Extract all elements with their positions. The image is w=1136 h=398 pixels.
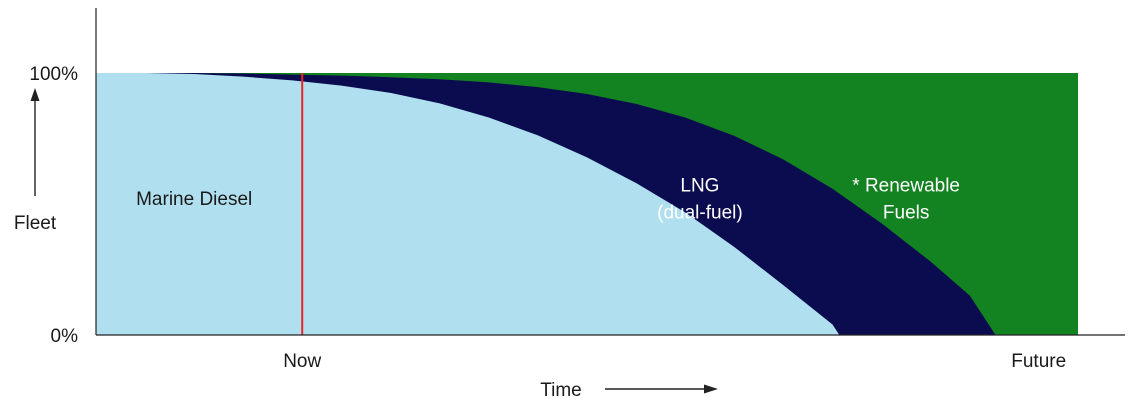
area-label-renewable-fuels-line-2: Fuels <box>883 202 929 223</box>
area-label-lng-dual-fuel-line-1: LNG <box>680 175 719 196</box>
axes <box>95 8 1125 336</box>
area-label-marine-diesel: Marine Diesel <box>136 189 252 210</box>
x-axis-title-group: Time <box>540 380 718 398</box>
area-label-renewable-fuels-line-1: * Renewable <box>852 175 960 196</box>
area-labels: Marine Diesel LNG (dual-fuel) * Renewable Fu… <box>136 175 960 223</box>
y-axis-arrow-head <box>30 88 40 101</box>
area-layers <box>96 73 1078 335</box>
x-tick-label: Future <box>1011 351 1066 372</box>
area-label-lng-dual-fuel-line-2: (dual-fuel) <box>657 202 743 223</box>
y-axis-label: Fleet <box>14 213 57 234</box>
x-axis-arrow-head <box>704 384 718 394</box>
x-axis-label: Time <box>540 380 582 398</box>
x-tick-label: Now <box>283 351 321 372</box>
y-tick-label: 0% <box>51 326 79 347</box>
y-axis-title-group: Fleet <box>14 88 57 234</box>
area-marine-diesel <box>96 73 840 335</box>
tick-labels: 100% 0% Now Future <box>29 64 1066 372</box>
y-tick-label: 100% <box>29 64 78 85</box>
